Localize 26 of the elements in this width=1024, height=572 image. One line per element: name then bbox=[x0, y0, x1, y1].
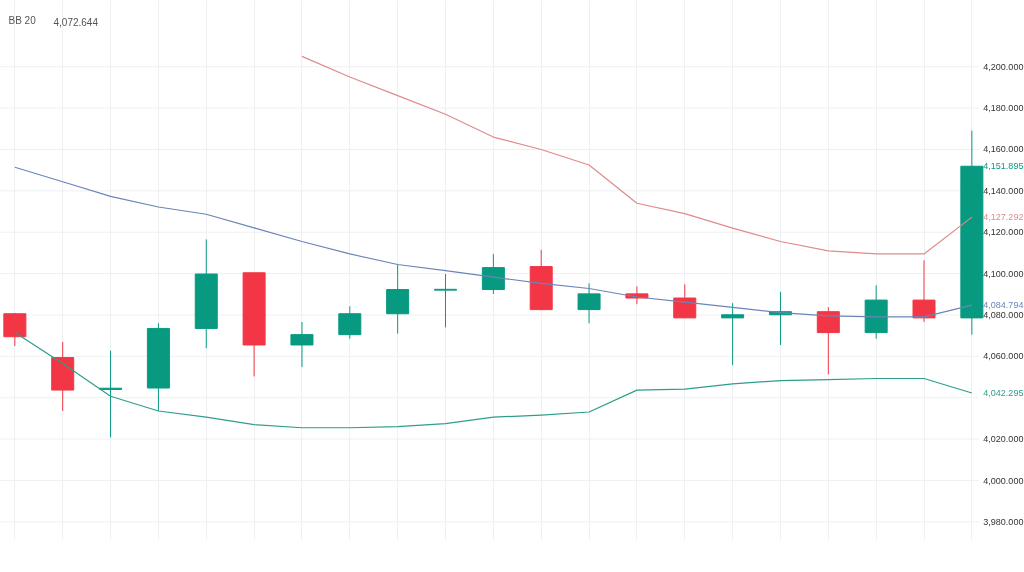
candlestick bbox=[290, 321, 314, 368]
text: 4,042.295 bbox=[983, 387, 1024, 398]
candlestick bbox=[3, 312, 27, 347]
annotation: BB 20 bbox=[8, 14, 37, 26]
y-tick-label: 4,160.000 bbox=[983, 144, 1024, 155]
candlestick bbox=[434, 273, 458, 328]
y-tick-label: 4,000.000 bbox=[983, 475, 1024, 486]
y-tick-label: 3,980.000 bbox=[983, 516, 1024, 527]
y-tick-label: 4,200.000 bbox=[983, 61, 1024, 72]
y-tick-label: 4,120.000 bbox=[983, 227, 1024, 238]
candlestick bbox=[816, 306, 840, 375]
line-series bbox=[301, 55, 973, 255]
y-tick-label: 4,060.000 bbox=[983, 351, 1024, 362]
candlestick bbox=[721, 302, 745, 366]
candlestick bbox=[673, 283, 697, 319]
candlestick bbox=[577, 282, 601, 324]
y-tick-label: 4,100.000 bbox=[983, 268, 1024, 279]
candlestick bbox=[481, 253, 505, 295]
y-tick-label: 4,180.000 bbox=[983, 103, 1024, 114]
candlestick bbox=[912, 259, 936, 323]
y-tick-label: 4,140.000 bbox=[983, 185, 1024, 196]
annotation: 4,072.644 bbox=[53, 16, 99, 28]
candlestick bbox=[338, 305, 362, 340]
y-tick-label: 4,080.000 bbox=[983, 309, 1024, 320]
y-tick-label: 4,020.000 bbox=[983, 434, 1024, 445]
text: 4,151.895 bbox=[983, 161, 1024, 172]
